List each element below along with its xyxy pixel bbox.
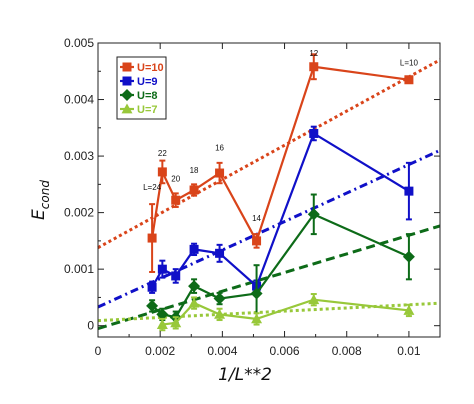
annotation-4: 16 [215, 143, 224, 152]
plot-area-border [97, 42, 441, 338]
y-tick-label-0: 0 [87, 319, 94, 333]
y-tick-label-5: 0.005 [64, 36, 94, 50]
y-axis-title: Econd [29, 180, 52, 220]
x-ticks: 0 0.002 0.004 0.006 0.008 0.01 [95, 43, 421, 358]
data-point-0-7 [404, 75, 414, 85]
data-point-3-4 [251, 313, 263, 324]
data-point-1-0 [147, 282, 157, 292]
annotation-0: L=24 [143, 183, 162, 192]
x-tick-label-5: 0.01 [397, 344, 421, 358]
plot-frame [97, 42, 441, 338]
data-point-2-1 [156, 308, 169, 321]
y-axis-title-main: E [29, 209, 49, 220]
y-tick-label-3: 0.003 [64, 149, 94, 163]
legend-label-0: U=10 [137, 62, 164, 74]
data-point-1-4 [215, 248, 225, 258]
data-point-2-0 [146, 299, 159, 312]
series-line-0 [151, 65, 410, 244]
data-point-3-0 [156, 319, 168, 329]
y-ticks: 0 0.001 0.002 0.003 0.004 0.005 [64, 36, 440, 333]
legend-marker-2 [121, 89, 133, 101]
annotation-3: 18 [190, 166, 199, 175]
data-point-2-3 [188, 280, 201, 293]
fit-line-0 [97, 58, 441, 249]
data-point-1-3 [189, 244, 199, 254]
data-point-1-6 [309, 128, 319, 138]
series-line-2 [151, 212, 410, 319]
legend-marker-0 [122, 62, 132, 72]
legend: U=10 U=9 U=8 U=7 [116, 56, 167, 120]
data-point-3-5 [308, 294, 320, 305]
annotation-5: 14 [252, 214, 261, 223]
data-point-0-0 [147, 233, 157, 243]
series-3 [156, 293, 415, 332]
annotation-2: 20 [171, 175, 180, 184]
data-point-0-4 [215, 168, 225, 178]
annotation-7: L=10 [400, 59, 419, 68]
y-axis-title-subscript: cond [38, 180, 52, 210]
data-point-1-7 [404, 186, 414, 196]
y-tick-label-1: 0.001 [64, 262, 94, 276]
legend-label-1: U=9 [137, 76, 158, 88]
data-point-2-5 [250, 287, 263, 300]
x-tick-label-3: 0.006 [270, 344, 300, 358]
data-point-0-2 [171, 195, 181, 205]
data-point-3-3 [214, 308, 226, 319]
data-point-0-3 [189, 185, 199, 195]
x-axis-title: 1/L**2 [218, 365, 272, 385]
data-point-2-6 [307, 208, 320, 221]
legend-marker-3 [121, 103, 133, 114]
data-point-3-1 [170, 317, 182, 328]
x-tick-label-1: 0.002 [145, 344, 175, 358]
data-point-3-2 [188, 297, 200, 308]
data-point-1-2 [171, 271, 181, 281]
x-tick-label-0: 0 [95, 344, 102, 358]
data-point-0-6 [309, 62, 319, 72]
data-point-1-1 [157, 264, 167, 274]
data-point-0-1 [157, 167, 167, 177]
annotation-1: 22 [158, 149, 167, 158]
annotations: L=24 22 20 18 16 14 12 L=10 [143, 49, 418, 223]
legend-marker-1 [122, 76, 132, 86]
legend-label-2: U=8 [137, 90, 158, 102]
x-tick-label-4: 0.008 [332, 344, 362, 358]
data-point-0-5 [252, 236, 262, 246]
series-1 [147, 125, 414, 294]
annotation-6: 12 [309, 49, 318, 58]
x-tick-label-2: 0.004 [207, 344, 237, 358]
data-point-2-7 [402, 250, 415, 263]
y-tick-label-4: 0.004 [64, 93, 94, 107]
data-point-3-6 [403, 304, 415, 315]
y-tick-label-2: 0.002 [64, 206, 94, 220]
series-lines [146, 53, 415, 332]
data-point-2-4 [213, 292, 226, 305]
series-0 [147, 53, 414, 273]
legend-label-3: U=7 [137, 104, 158, 116]
